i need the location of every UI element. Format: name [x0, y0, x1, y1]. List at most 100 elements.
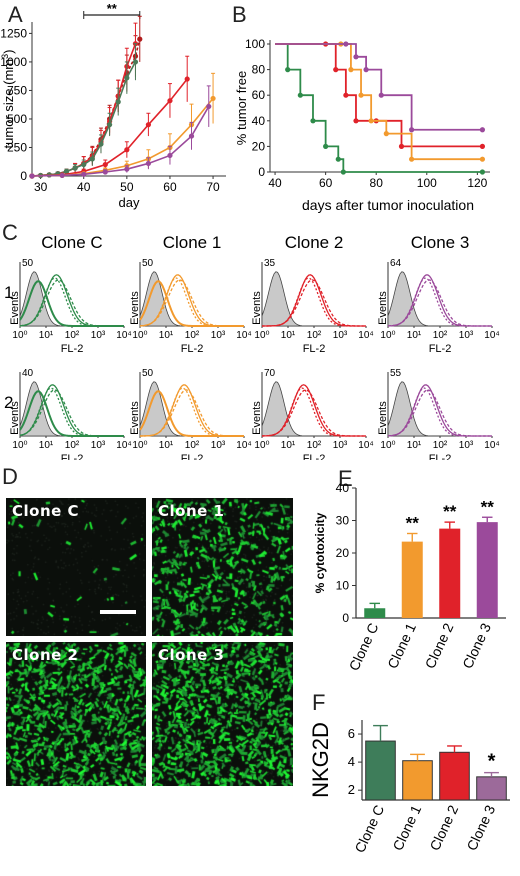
hist-x-tick-label: 10¹	[281, 440, 296, 451]
censor-point	[343, 92, 349, 98]
y-tick-label: 60	[252, 88, 266, 102]
control-histogram	[19, 390, 124, 437]
sig-label: **	[107, 1, 118, 16]
category-label: Clone 1	[384, 620, 419, 671]
x-tick-label: 60	[319, 176, 333, 190]
hist-x-tick-label: 10¹	[159, 440, 174, 451]
data-point	[102, 161, 108, 168]
hist-x-tick-label: 10⁴	[484, 330, 499, 341]
censor-point	[353, 54, 359, 60]
data-point	[124, 75, 130, 81]
data-point	[98, 141, 104, 147]
censor-point	[353, 118, 359, 124]
censor-point	[310, 118, 316, 124]
hist-x-tick-label: 10⁰	[380, 330, 395, 341]
isotype-histogram	[387, 381, 492, 437]
x-tick-label: 120	[467, 176, 487, 190]
censor-point	[368, 118, 374, 124]
hist-x-tick-label: 10³	[333, 330, 348, 341]
nkg2d-bar-chart: 2 4 6 Clone C Clone 1 Clone 2 * Clone 3 NKG2D	[308, 720, 510, 856]
data-point	[59, 172, 65, 179]
data-point	[167, 98, 173, 104]
hist-y-label: Events	[129, 401, 141, 435]
isotype-histogram	[139, 381, 244, 437]
censor-point	[297, 92, 303, 98]
y-tick-label: 40	[252, 114, 266, 128]
panel-label-b: B	[232, 2, 247, 27]
hist-x-tick-label: 10¹	[281, 330, 296, 341]
sig-label: **	[481, 497, 495, 516]
censor-point	[285, 67, 291, 73]
hist-x-tick-label: 10⁰	[12, 440, 27, 451]
censor-point	[358, 92, 364, 98]
hist-x-tick-label: 10²	[307, 330, 322, 341]
censor-point	[479, 169, 486, 175]
clone-title: Clone 1	[163, 233, 222, 252]
panel-label-a: A	[8, 2, 23, 27]
hist-x-tick-label: 10²	[185, 440, 200, 451]
series-line	[31, 97, 214, 177]
paren: )	[1, 50, 16, 54]
data-point	[145, 160, 151, 167]
hist-x-tick-label: 10²	[65, 330, 80, 341]
hist-y-label: Events	[129, 291, 141, 325]
bar	[439, 751, 470, 801]
data-point	[184, 76, 190, 82]
censor-point	[363, 67, 369, 73]
expression-histogram	[139, 277, 244, 327]
category-label: Clone 2	[422, 620, 457, 671]
tumor-free-survival-chart: 0 20 40 60 80 100 40 60 80 100 120 days after tumor…	[234, 37, 490, 213]
control-histogram	[19, 280, 124, 327]
censor-point	[378, 92, 384, 98]
hist-x-tick-label: 10³	[211, 440, 226, 451]
censor-point	[335, 156, 341, 162]
censor-point	[348, 67, 354, 73]
clone-title: Clone 3	[411, 233, 470, 252]
data-point	[81, 171, 87, 177]
x-tick-label: 60	[163, 180, 177, 194]
bar	[476, 522, 498, 618]
category-label: Clone C	[346, 621, 382, 674]
hist-y-label: Events	[251, 291, 263, 325]
censor-point	[333, 67, 339, 73]
row-label: 1	[4, 283, 13, 302]
category-label: Clone 3	[463, 802, 498, 853]
hist-ymax-label: 35	[264, 258, 276, 269]
y-tick-label: 1000	[0, 55, 27, 69]
censor-point	[479, 143, 486, 149]
category-label: Clone 2	[426, 802, 461, 853]
hist-ymax-label: 40	[22, 368, 34, 379]
row-label: 2	[4, 393, 13, 412]
y-tick-label: 500	[7, 112, 27, 126]
hist-y-label: Events	[377, 401, 389, 435]
panel-label-d: D	[2, 464, 18, 489]
flow-cytometry-grid: Clone C Clone 1 Clone 2 Clone 31250Events10…	[4, 233, 500, 460]
panel-label-e: E	[338, 466, 353, 491]
hist-y-label: Events	[251, 401, 263, 435]
hist-ymax-label: 55	[390, 368, 402, 379]
series-line	[31, 38, 141, 177]
bar	[402, 760, 433, 801]
category-label: Clone 1	[389, 802, 424, 853]
y-axis-label: % cytotoxicity	[313, 512, 327, 593]
category-label: Clone C	[351, 803, 387, 856]
data-point	[29, 173, 35, 179]
expression-histogram	[387, 387, 492, 437]
data-point	[81, 161, 87, 168]
scale-bar	[100, 610, 136, 614]
x-axis-label: day	[119, 195, 140, 210]
hist-x-tick-label: 10⁴	[236, 440, 251, 451]
bar	[476, 776, 507, 801]
data-point	[89, 156, 95, 162]
y-tick-label: 20	[252, 139, 266, 153]
data-point	[63, 168, 70, 175]
control-histogram	[139, 280, 244, 327]
micrograph-label: Clone 3	[158, 646, 225, 664]
expression-histogram	[139, 387, 244, 437]
y-tick-label: 0	[258, 165, 265, 179]
x-tick-label: 40	[77, 180, 91, 194]
data-point	[115, 99, 121, 105]
hist-x-tick-label: 10⁰	[254, 330, 269, 341]
hist-x-tick-label: 10⁴	[358, 330, 373, 341]
censor-point	[340, 169, 346, 175]
